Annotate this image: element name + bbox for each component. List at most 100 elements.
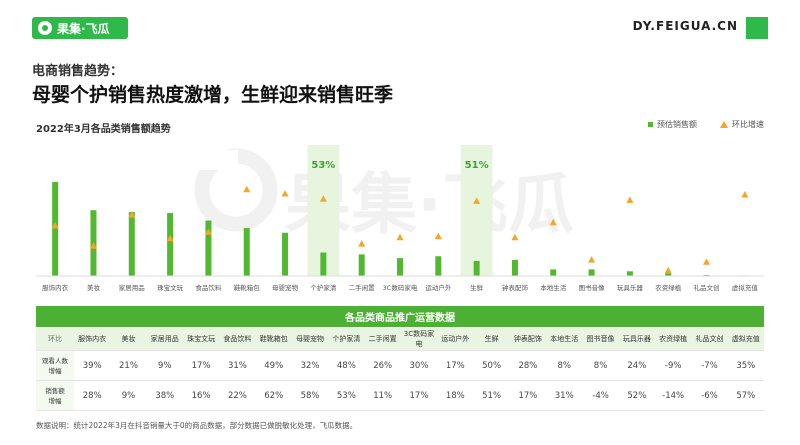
table-cell: 28% — [74, 380, 111, 411]
x-tick-label: 农资绿植 — [655, 283, 682, 292]
table-cell: 9% — [146, 350, 183, 381]
bar — [205, 220, 212, 276]
table-cell: 62% — [255, 380, 292, 411]
table-cell: 49% — [255, 350, 292, 381]
column-header: 虚拟充值 — [727, 328, 764, 351]
growth-marker — [166, 234, 174, 242]
column-header: 个护家清 — [328, 328, 365, 351]
x-tick-label: 运动户外 — [425, 283, 452, 292]
table-header-row: 环比 服饰内衣 美妆 家居用品 珠宝文玩 食品饮料 鞋靴箱包 母婴宠物 个护家清 二手闲置 3C数码… — [36, 328, 764, 351]
row-label: 观看人数 增幅 — [36, 350, 74, 381]
x-tick-label: 本地生活 — [540, 283, 567, 292]
table-cell: -4% — [582, 380, 619, 411]
table-title: 各品类商品推广运营数据 — [36, 306, 764, 327]
bar — [243, 228, 250, 276]
table-cell: 39% — [74, 350, 111, 381]
x-tick-label: 礼品文创 — [694, 283, 720, 292]
column-header: 钟表配饰 — [509, 328, 547, 351]
bar — [282, 232, 289, 276]
x-tick-label: 图书音像 — [579, 283, 606, 292]
table-cell: 18% — [437, 380, 474, 411]
column-header: 珠宝文玩 — [182, 328, 220, 351]
growth-marker — [473, 197, 481, 204]
column-header: 图书音像 — [582, 328, 619, 351]
x-tick-label: 玩具乐器 — [617, 283, 644, 292]
growth-marker — [626, 196, 634, 203]
footnote: 数据说明：统计2022年3月在抖音销量大于0的商品数据，部分数据已做脱敏化处理，… — [36, 421, 358, 430]
table-cell: 17% — [182, 350, 220, 381]
x-tick-label: 3C数码家电 — [383, 283, 418, 292]
legend-label-sales: 预估销售额 — [657, 120, 697, 129]
growth-marker — [128, 211, 136, 218]
x-tick-label: 鞋靴箱包 — [234, 283, 261, 292]
table-cell: 8% — [546, 350, 583, 381]
table-cell: 31% — [219, 350, 256, 381]
table-cell: 17% — [509, 380, 547, 411]
growth-marker — [243, 185, 251, 193]
bar — [626, 271, 633, 276]
legend-triangle-icon — [720, 121, 728, 128]
column-header: 食品饮料 — [219, 328, 256, 351]
table-corner: 环比 — [36, 328, 74, 351]
growth-marker — [204, 228, 212, 235]
table-cell: 17% — [437, 350, 474, 381]
column-header: 农资绿植 — [655, 328, 692, 351]
column-header: 美妆 — [110, 328, 147, 351]
table-cell: 57% — [727, 380, 764, 411]
x-tick-label: 二手闲置 — [349, 283, 376, 292]
table-cell: 35% — [727, 350, 764, 381]
column-header: 鞋靴箱包 — [255, 328, 292, 351]
feigua-logo: 果集·飞瓜 — [32, 17, 128, 39]
table-cell: 32% — [291, 350, 329, 381]
bar — [52, 182, 59, 276]
row-label-line1: 销售额 — [45, 386, 65, 395]
table-cell: 50% — [473, 350, 510, 381]
table-cell: 17% — [400, 380, 438, 411]
x-tick-label: 美妆 — [87, 283, 101, 292]
bar — [511, 260, 518, 276]
table-cell: 51% — [473, 380, 510, 411]
x-tick-label: 母婴宠物 — [272, 283, 299, 292]
table-cell: 52% — [618, 380, 655, 411]
legend-swatch-icon — [648, 122, 653, 127]
site-accent-block — [746, 17, 768, 39]
watermark: 果集·飞瓜 — [194, 148, 574, 243]
growth-marker — [549, 218, 557, 226]
growth-marker — [511, 233, 519, 241]
growth-marker — [396, 233, 404, 241]
row-label-line2: 增幅 — [48, 366, 62, 375]
table-cell: 11% — [364, 380, 401, 411]
site-url: DY.FEIGUA.CN — [632, 19, 738, 33]
bar — [167, 213, 174, 276]
legend-item-sales: 预估销售额 — [648, 119, 697, 130]
bar — [397, 258, 403, 276]
x-tick-label: 家居用品 — [119, 283, 145, 292]
column-header: 生鲜 — [473, 328, 510, 351]
table-cell: 38% — [146, 380, 183, 411]
x-tick-label: 钟表配饰 — [502, 283, 529, 292]
table-cell: 16% — [182, 380, 220, 411]
highlight-label: 53% — [311, 160, 335, 171]
x-tick-label: 虚拟充值 — [732, 283, 759, 292]
row-label: 销售额 增幅 — [36, 380, 74, 411]
table-cell: 26% — [364, 350, 401, 381]
column-header: 本地生活 — [546, 328, 583, 351]
bar — [358, 254, 365, 276]
table-cell: 48% — [328, 350, 365, 381]
growth-marker — [51, 221, 59, 229]
table-cell: 22% — [219, 380, 256, 411]
column-header: 3C数码家电 — [400, 328, 438, 351]
bar — [588, 269, 595, 276]
legend-item-growth: 环比增速 — [720, 119, 764, 130]
highlight-label: 51% — [465, 160, 489, 171]
table-cell: 30% — [400, 350, 438, 381]
row-label-line1: 观看人数 — [42, 356, 68, 365]
x-tick-label: 珠宝文玩 — [157, 283, 184, 292]
bar — [550, 269, 557, 276]
highlight-bands: 53% 51% — [307, 145, 493, 276]
promotion-data-table: 环比 服饰内衣 美妆 家居用品 珠宝文玩 食品饮料 鞋靴箱包 母婴宠物 个护家清 二手闲置 3C数码… — [36, 328, 764, 411]
growth-markers — [51, 185, 749, 274]
growth-marker — [741, 191, 749, 198]
x-tick-label: 食品饮料 — [195, 283, 222, 292]
row-label-line2: 增幅 — [48, 396, 62, 405]
